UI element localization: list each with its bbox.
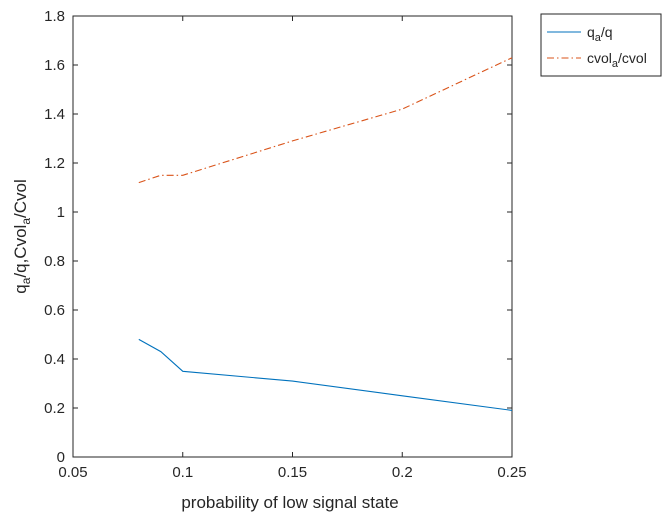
legend-label-2: cvola/cvol xyxy=(587,50,647,70)
legend-label-1: qa/q xyxy=(587,24,613,44)
y-tick-label: 1.8 xyxy=(44,8,65,25)
series-line-2 xyxy=(138,57,513,184)
y-axis-label: qa/q,Cvola/Cvol xyxy=(11,179,33,294)
plot-area xyxy=(72,15,513,458)
y-tick-label: 0 xyxy=(57,449,65,466)
y-tick-label: 1.2 xyxy=(44,155,65,172)
x-axis-ticks: 0.05 0.1 0.15 0.2 0.25 xyxy=(58,16,527,481)
y-tick-label: 1.6 xyxy=(44,57,65,74)
y-tick-label: 0.6 xyxy=(44,302,65,319)
y-tick-label: 1 xyxy=(57,204,65,221)
series-line-1 xyxy=(138,338,513,411)
x-axis-label: probability of low signal state xyxy=(181,493,398,512)
legend: qa/q cvola/cvol xyxy=(540,13,662,77)
x-tick-label: 0.1 xyxy=(172,464,193,481)
y-axis-ticks: 0 0.2 0.4 0.6 0.8 1 1.2 1.4 1.6 1.8 xyxy=(44,8,512,466)
x-tick-label: 0.05 xyxy=(58,464,87,481)
y-tick-label: 0.8 xyxy=(44,253,65,270)
plot-frame xyxy=(72,15,513,458)
y-tick-label: 1.4 xyxy=(44,106,65,123)
y-tick-label: 0.4 xyxy=(44,351,65,368)
series-layer xyxy=(138,57,513,411)
legend-box xyxy=(540,13,662,77)
x-tick-label: 0.15 xyxy=(278,464,307,481)
y-tick-label: 0.2 xyxy=(44,400,65,417)
x-tick-label: 0.25 xyxy=(497,464,526,481)
x-tick-label: 0.2 xyxy=(392,464,413,481)
